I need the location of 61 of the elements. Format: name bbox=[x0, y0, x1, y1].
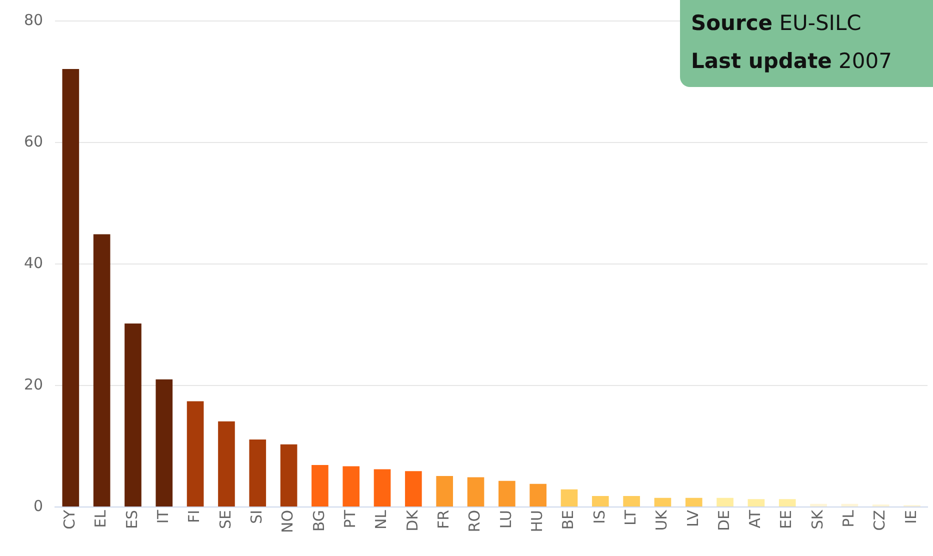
x-tick-label: LT bbox=[621, 509, 640, 526]
bar bbox=[778, 499, 796, 506]
bar bbox=[218, 421, 235, 506]
x-tick-label: IT bbox=[154, 509, 172, 524]
bar bbox=[748, 499, 765, 506]
bar bbox=[156, 379, 173, 506]
bar bbox=[592, 496, 609, 506]
bar bbox=[623, 496, 640, 506]
bar bbox=[560, 489, 578, 506]
bar bbox=[810, 504, 827, 506]
bar bbox=[312, 465, 328, 506]
annotation: Source EU-SILC bbox=[691, 11, 862, 35]
x-tick-label: BG bbox=[310, 510, 328, 532]
x-tick-label: CY bbox=[60, 509, 79, 530]
x-tick-label: CZ bbox=[870, 510, 889, 531]
bar bbox=[530, 484, 546, 506]
bar bbox=[186, 401, 204, 506]
x-tick-label: FR bbox=[434, 510, 452, 530]
x-tick-label: ES bbox=[122, 510, 141, 529]
bar bbox=[685, 498, 702, 506]
bar bbox=[280, 444, 298, 506]
x-tick-label: NO bbox=[278, 510, 297, 534]
bar bbox=[374, 469, 391, 506]
x-tick-label: NL bbox=[372, 509, 390, 530]
bar bbox=[436, 476, 454, 506]
y-tick-label: 60 bbox=[24, 132, 44, 150]
y-tick-label: 40 bbox=[24, 254, 44, 272]
x-tick-label: LV bbox=[684, 509, 702, 527]
x-tick-label: EL bbox=[92, 509, 110, 528]
x-tick-label: HU bbox=[528, 510, 546, 532]
y-tick-label: 0 bbox=[34, 496, 44, 515]
bar bbox=[93, 234, 110, 506]
x-tick-label: EE bbox=[777, 510, 796, 529]
x-tick-label: SE bbox=[216, 510, 234, 529]
x-tick-label: UK bbox=[652, 508, 671, 531]
x-tick-label: AT bbox=[746, 509, 764, 528]
y-tick-label: 80 bbox=[24, 10, 44, 29]
x-tick-label: LU bbox=[496, 510, 515, 529]
bar bbox=[654, 498, 672, 506]
x-tick-label: SI bbox=[248, 510, 266, 524]
x-tick-label: PL bbox=[840, 509, 858, 528]
x-tick-label: DK bbox=[403, 508, 422, 532]
x-tick-label: IE bbox=[902, 510, 920, 524]
x-tick-label: RO bbox=[466, 510, 484, 532]
bar bbox=[249, 440, 266, 506]
y-tick-label: 20 bbox=[24, 375, 44, 394]
bar bbox=[716, 498, 734, 506]
bar bbox=[62, 68, 80, 506]
x-tick-label: PT bbox=[341, 509, 359, 528]
bar bbox=[841, 504, 858, 506]
x-tick-label: FI bbox=[185, 510, 204, 524]
bar bbox=[342, 466, 360, 506]
x-tick-label: BE bbox=[559, 510, 578, 530]
bar bbox=[467, 477, 484, 506]
bar bbox=[405, 471, 422, 506]
x-tick-label: SK bbox=[808, 508, 826, 530]
annotation: Last update 2007 bbox=[691, 49, 893, 73]
bar bbox=[124, 324, 142, 506]
x-tick-label: DE bbox=[714, 510, 733, 532]
bar bbox=[498, 480, 516, 506]
x-tick-label: IS bbox=[590, 510, 608, 524]
